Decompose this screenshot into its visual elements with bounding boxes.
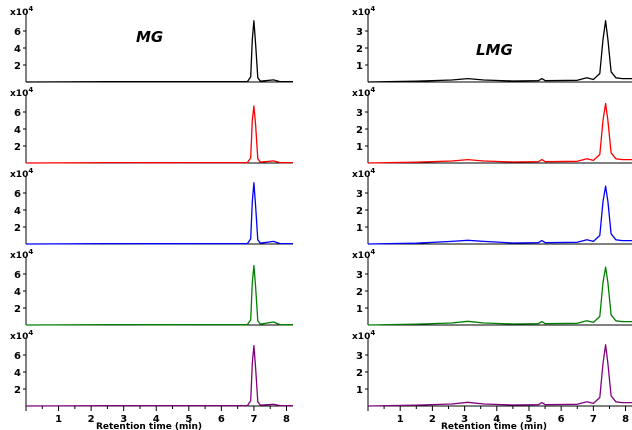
lmg-xtick-label-4: 4: [493, 414, 500, 425]
lmg-xlabel: Retention time (min): [441, 422, 547, 430]
lmg-ytick-label-2-1: 1: [356, 142, 363, 153]
mg-ytick-label-5-6: 6: [14, 351, 21, 362]
lmg-xtick-label-6: 6: [558, 414, 565, 425]
mg-ytick-label-1-6: 6: [14, 27, 21, 38]
mg-ytick-label-3-6: 6: [14, 189, 21, 200]
lmg-ytick-label-1-3: 3: [356, 27, 363, 38]
mg-xtick-label-7: 7: [250, 414, 257, 425]
mg-exponent-label-1: x104: [10, 5, 33, 18]
lmg-column: x104 1 2 3 x104 1 2 3 x104 1 2 3 x104 1 2 3 x104 1 2 3 1 2 3 4 5…: [352, 5, 632, 425]
mg-xtick-label-3: 3: [120, 414, 127, 425]
lmg-panel-5: x104 1 2 3 1 2 3 4 5 6 7 8: [352, 329, 632, 425]
mg-trace-4: [25, 264, 293, 326]
mg-panel-2: x104 2 4 6: [10, 86, 293, 164]
mg-ytick-label-5-4: 4: [14, 368, 21, 379]
mg-ytick-label-1-2: 2: [14, 61, 21, 72]
lmg-exponent-label-5: x104: [352, 329, 375, 342]
mg-ytick-label-2-2: 2: [14, 142, 21, 153]
mg-ytick-label-2-6: 6: [14, 108, 21, 119]
lmg-panel-1: x104 1 2 3: [352, 5, 632, 83]
mg-exponent-label-4: x104: [10, 248, 33, 261]
lmg-xtick-label-2: 2: [429, 414, 436, 425]
mg-ytick-label-5-2: 2: [14, 385, 21, 396]
lmg-panel-3: x104 1 2 3: [352, 167, 632, 245]
mg-column: x104 2 4 6 x104 2 4 6 x104 2 4 6 x104 2 4 6 x104 2 4 6 1 2 3 4 5…: [10, 5, 293, 425]
mg-ytick-label-4-6: 6: [14, 270, 21, 281]
mg-ytick-label-1-4: 4: [14, 44, 21, 55]
mg-panel-3: x104 2 4 6: [10, 167, 293, 245]
lmg-ytick-label-2-2: 2: [356, 125, 363, 136]
lmg-ytick-label-4-3: 3: [356, 270, 363, 281]
mg-ytick-label-3-2: 2: [14, 223, 21, 234]
mg-ytick-label-4-4: 4: [14, 287, 21, 298]
lmg-ytick-label-1-2: 2: [356, 44, 363, 55]
lmg-ytick-label-4-2: 2: [356, 287, 363, 298]
mg-exponent-label-2: x104: [10, 86, 33, 99]
lmg-ytick-label-5-3: 3: [356, 351, 363, 362]
lmg-xtick-label-3: 3: [461, 414, 468, 425]
mg-panel-5: x104 2 4 6 1 2 3 4 5 6 7 8: [10, 329, 293, 425]
lmg-trace-2: [367, 102, 632, 164]
mg-xtick-label-6: 6: [218, 414, 225, 425]
lmg-trace-3: [367, 185, 632, 245]
mg-xtick-label-5: 5: [185, 414, 192, 425]
lmg-ytick-label-1-1: 1: [356, 61, 363, 72]
mg-exponent-label-3: x104: [10, 167, 33, 180]
lmg-title: LMG: [476, 41, 513, 59]
mg-xtick-label-8: 8: [283, 414, 290, 425]
lmg-xtick-label-1: 1: [397, 414, 404, 425]
mg-trace-1: [25, 20, 293, 83]
mg-exponent-label-5: x104: [10, 329, 33, 342]
lmg-ytick-label-3-3: 3: [356, 189, 363, 200]
mg-title: MG: [136, 28, 163, 46]
lmg-ytick-label-2-3: 3: [356, 108, 363, 119]
lmg-ytick-label-5-1: 1: [356, 385, 363, 396]
mg-ytick-label-2-4: 4: [14, 125, 21, 136]
lmg-ytick-label-3-1: 1: [356, 223, 363, 234]
lmg-ytick-label-5-2: 2: [356, 368, 363, 379]
mg-trace-3: [25, 182, 293, 245]
lmg-panel-4: x104 1 2 3: [352, 248, 632, 326]
mg-trace-5: [25, 344, 293, 407]
lmg-trace-1: [367, 20, 632, 83]
lmg-trace-4: [367, 266, 632, 326]
lmg-ytick-label-4-1: 1: [356, 304, 363, 315]
lmg-xtick-label-5: 5: [525, 414, 532, 425]
mg-panel-4: x104 2 4 6: [10, 248, 293, 326]
mg-xtick-label-1: 1: [55, 414, 62, 425]
lmg-panel-2: x104 1 2 3: [352, 86, 632, 164]
mg-xtick-label-4: 4: [153, 414, 160, 425]
lmg-trace-5: [367, 344, 632, 407]
lmg-exponent-label-4: x104: [352, 248, 375, 261]
lmg-xtick-label-7: 7: [590, 414, 597, 425]
lmg-exponent-label-3: x104: [352, 167, 375, 180]
lmg-ytick-label-3-2: 2: [356, 206, 363, 217]
lmg-xtick-label-8: 8: [622, 414, 629, 425]
lmg-exponent-label-2: x104: [352, 86, 375, 99]
mg-panel-1: x104 2 4 6: [10, 5, 293, 83]
mg-ytick-label-4-2: 2: [14, 304, 21, 315]
mg-ytick-label-3-4: 4: [14, 206, 21, 217]
mg-xlabel: Retention time (min): [96, 422, 202, 430]
mg-xtick-label-2: 2: [88, 414, 95, 425]
lmg-exponent-label-1: x104: [352, 5, 375, 18]
mg-trace-2: [25, 105, 293, 164]
